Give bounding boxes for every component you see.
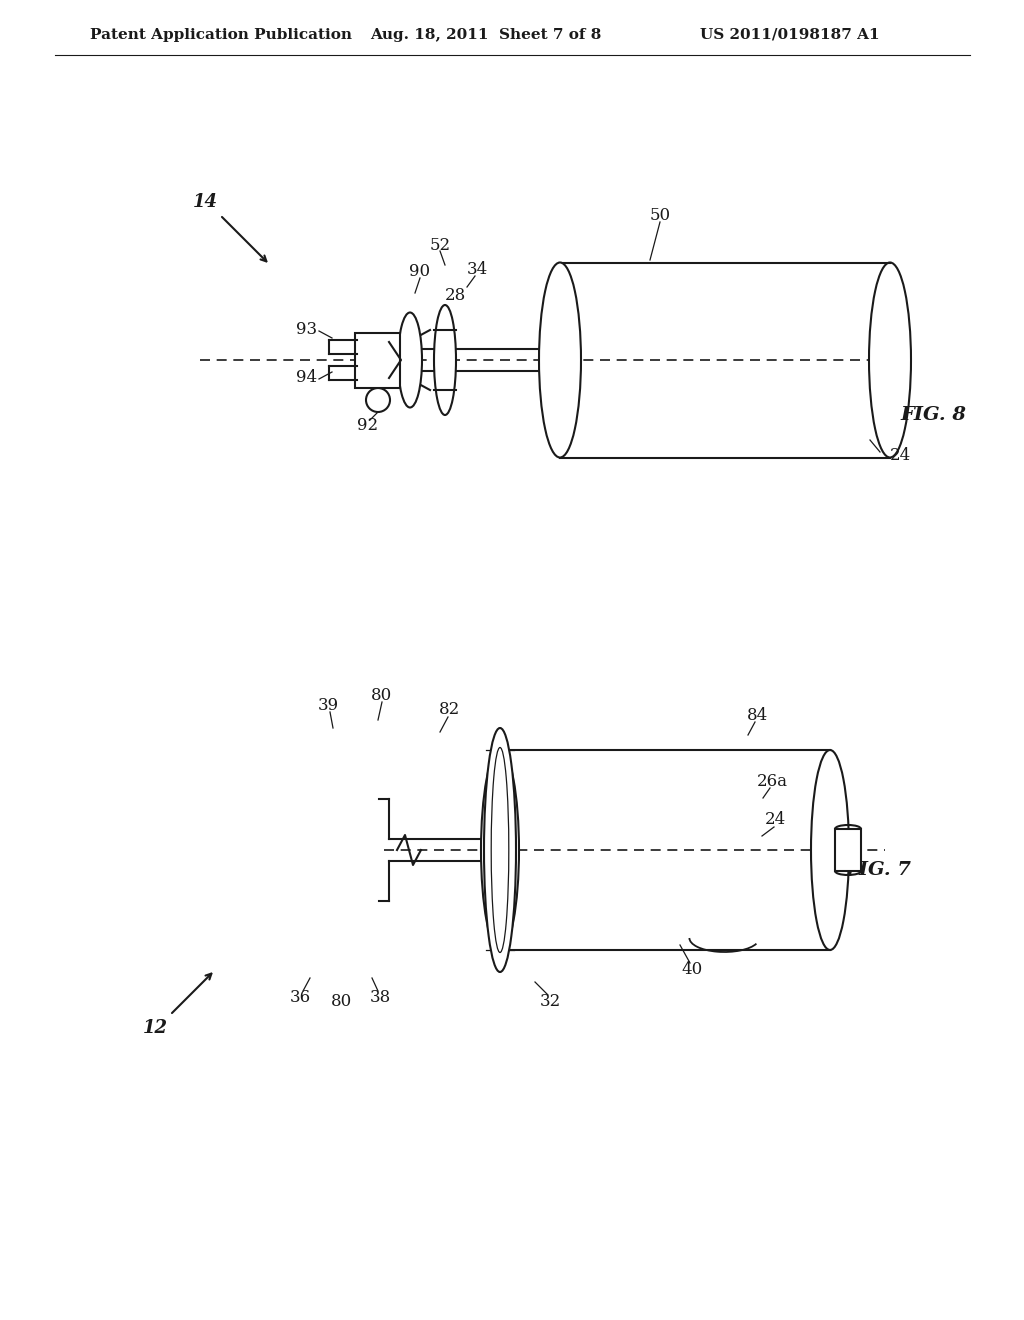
Ellipse shape	[434, 305, 456, 414]
Ellipse shape	[492, 747, 509, 953]
Text: 32: 32	[540, 994, 560, 1011]
Bar	[355, 333, 400, 388]
Bar	[835, 829, 861, 871]
Text: Aug. 18, 2011  Sheet 7 of 8: Aug. 18, 2011 Sheet 7 of 8	[370, 28, 601, 42]
Ellipse shape	[811, 750, 849, 950]
Ellipse shape	[869, 263, 911, 458]
Text: 82: 82	[439, 701, 461, 718]
Ellipse shape	[539, 263, 581, 458]
Text: 34: 34	[466, 261, 487, 279]
Text: 12: 12	[142, 1019, 168, 1038]
Text: 92: 92	[357, 417, 379, 433]
Text: 84: 84	[748, 706, 769, 723]
Text: Patent Application Publication: Patent Application Publication	[90, 28, 352, 42]
Text: 90: 90	[410, 264, 430, 281]
Text: 39: 39	[317, 697, 339, 714]
Ellipse shape	[366, 388, 390, 412]
Text: FIG. 8: FIG. 8	[900, 407, 966, 424]
Text: 52: 52	[429, 236, 451, 253]
Text: 40: 40	[681, 961, 702, 978]
Text: 14: 14	[193, 193, 217, 211]
Text: 36: 36	[290, 990, 310, 1006]
Ellipse shape	[398, 313, 422, 408]
Ellipse shape	[484, 729, 516, 972]
Text: 24: 24	[890, 446, 910, 463]
Text: 26a: 26a	[757, 774, 787, 791]
Text: 80: 80	[372, 686, 392, 704]
Text: 93: 93	[296, 322, 317, 338]
Text: 80: 80	[332, 994, 352, 1011]
Text: 24: 24	[764, 812, 785, 829]
Text: 50: 50	[649, 206, 671, 223]
Text: 38: 38	[370, 990, 390, 1006]
Text: FIG. 7: FIG. 7	[845, 861, 911, 879]
Ellipse shape	[481, 750, 519, 950]
Text: 28: 28	[444, 286, 466, 304]
Text: US 2011/0198187 A1: US 2011/0198187 A1	[700, 28, 880, 42]
Text: 94: 94	[296, 370, 317, 387]
